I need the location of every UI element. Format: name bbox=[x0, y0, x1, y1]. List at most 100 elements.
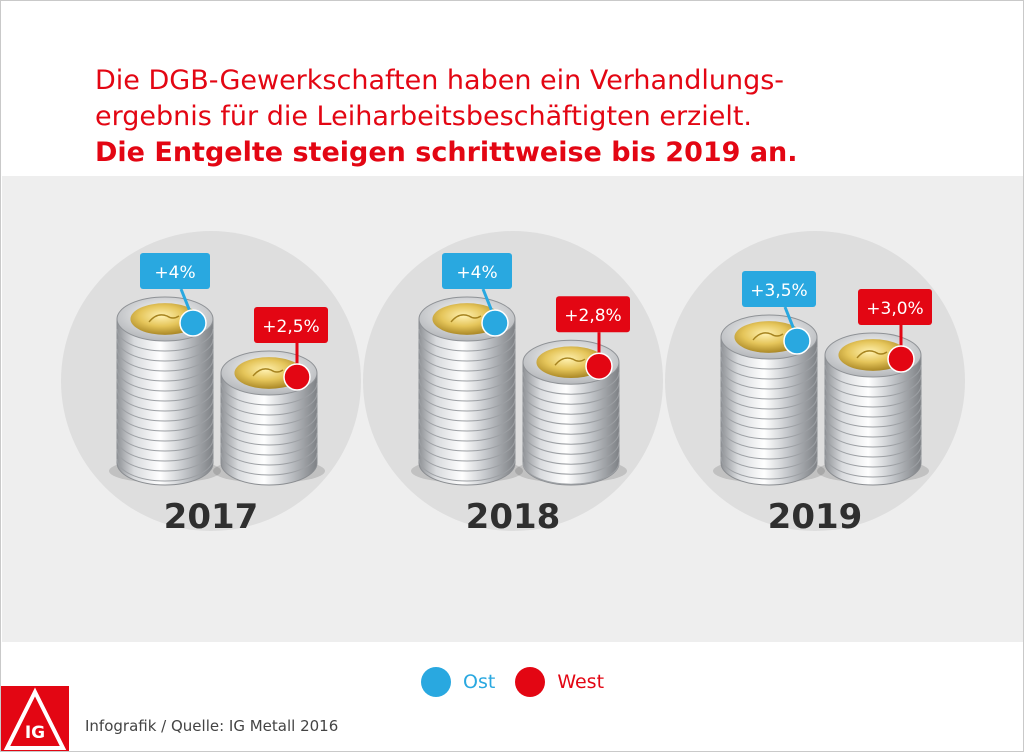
coin-emblem bbox=[554, 357, 586, 366]
coin-edge bbox=[824, 394, 922, 418]
coin-edge bbox=[418, 358, 516, 382]
coin-edge bbox=[720, 386, 818, 410]
coin-edge bbox=[418, 448, 516, 472]
coin-edge bbox=[522, 422, 620, 445]
coin-edge bbox=[116, 388, 214, 412]
coin-edge bbox=[522, 412, 620, 435]
coin-edge bbox=[220, 412, 318, 436]
year-group-2017: +4% +2,5% 2017 bbox=[61, 231, 361, 537]
coin-edge bbox=[720, 346, 818, 370]
legend-swatch-ost bbox=[421, 667, 451, 697]
coin-edge bbox=[824, 454, 922, 478]
coin-edge bbox=[116, 348, 214, 372]
x-tick-label-2018: 2018 bbox=[466, 497, 561, 537]
coin-edge bbox=[720, 406, 818, 430]
coin-edge bbox=[824, 444, 922, 468]
coin-edge bbox=[720, 446, 818, 470]
coin-emblem bbox=[450, 314, 482, 323]
callout-box-west-2018 bbox=[556, 296, 630, 333]
coin-edge bbox=[824, 404, 922, 428]
coin-edge bbox=[418, 338, 516, 362]
logo-text: IG bbox=[25, 723, 45, 743]
marker-dot-ost bbox=[783, 327, 811, 355]
coin-edge bbox=[116, 398, 214, 422]
coin-edge bbox=[116, 358, 214, 382]
callout-box-west-2017 bbox=[254, 307, 328, 343]
coin-edge bbox=[720, 356, 818, 380]
coin-emblem bbox=[856, 350, 888, 359]
ig-metall-logo-icon: IG bbox=[1, 686, 69, 751]
west-stack-2017: +2,5% bbox=[213, 307, 328, 486]
coin-edge bbox=[522, 442, 620, 465]
coin-edge bbox=[220, 452, 318, 476]
west-stack-2019: +3,0% bbox=[817, 289, 932, 486]
coin-edge bbox=[522, 452, 620, 475]
coin-edge bbox=[720, 366, 818, 390]
ost-stack-2019: +3,5% bbox=[713, 271, 825, 486]
callout-box-ost-2019 bbox=[742, 271, 816, 307]
source-note: Infografik / Quelle: IG Metall 2016 bbox=[85, 717, 339, 735]
bar-ost-2019 bbox=[720, 336, 818, 486]
coin-emblem bbox=[252, 368, 284, 377]
data-label-west-2018: +2,8% bbox=[564, 306, 621, 326]
legend-swatch-west bbox=[515, 667, 546, 697]
coin-edge bbox=[116, 438, 214, 462]
data-label-ost-2018: +4% bbox=[456, 263, 497, 283]
coin-edge bbox=[116, 448, 214, 472]
coin-edge bbox=[116, 338, 214, 362]
marker-dot-ost bbox=[179, 309, 207, 337]
headline-line-1: Die DGB-Gewerkschaften haben ein Verhand… bbox=[95, 65, 785, 96]
x-tick-label-2017: 2017 bbox=[164, 497, 259, 537]
ost-stack-2017: +4% bbox=[109, 253, 221, 486]
coin-edge bbox=[418, 428, 516, 452]
data-label-ost-2019: +3,5% bbox=[750, 281, 807, 301]
coin-edge bbox=[418, 458, 516, 482]
bar-west-2019 bbox=[824, 354, 922, 486]
marker-dot-ost bbox=[481, 309, 509, 337]
coin-edge bbox=[116, 458, 214, 482]
legend: Ost West bbox=[421, 665, 624, 699]
x-tick-label-2019: 2019 bbox=[768, 497, 863, 537]
marker-dot-west bbox=[887, 345, 915, 373]
coin-edge bbox=[720, 416, 818, 440]
headline: Die DGB-Gewerkschaften haben ein Verhand… bbox=[95, 63, 975, 171]
coin-edge bbox=[220, 402, 318, 426]
data-label-west-2017: +2,5% bbox=[262, 317, 319, 337]
coin-edge bbox=[720, 436, 818, 460]
coin-edge bbox=[522, 402, 620, 425]
legend-item-ost: Ost bbox=[421, 667, 495, 697]
marker-dot-west bbox=[283, 363, 311, 391]
coin-edge bbox=[418, 348, 516, 372]
headline-line-2: ergebnis für die Leiharbeitsbeschäftigte… bbox=[95, 101, 753, 132]
coin-edge bbox=[116, 428, 214, 452]
callout-box-west-2019 bbox=[858, 289, 932, 325]
coin-edge bbox=[220, 392, 318, 416]
coin-edge bbox=[824, 434, 922, 458]
year-group-2019: +3,5% +3,0% 2019 bbox=[665, 231, 965, 537]
coin-edge bbox=[522, 432, 620, 455]
coin-edge bbox=[116, 378, 214, 402]
headline-line-3: Die Entgelte steigen schrittweise bis 20… bbox=[95, 137, 798, 168]
legend-item-west: West bbox=[515, 667, 604, 697]
coin-edge bbox=[418, 378, 516, 402]
coin-edge bbox=[522, 392, 620, 415]
coin-edge bbox=[418, 328, 516, 352]
coin-emblem bbox=[148, 314, 180, 323]
coin-edge bbox=[220, 382, 318, 406]
year-group-2018: +4% +2,8% 2018 bbox=[363, 231, 663, 537]
coin-edge bbox=[824, 364, 922, 388]
coin-edge bbox=[116, 408, 214, 432]
coin-edge bbox=[220, 432, 318, 456]
coin-edge bbox=[418, 398, 516, 422]
coin-edge bbox=[720, 376, 818, 400]
coin-edge bbox=[824, 414, 922, 438]
legend-label-ost: Ost bbox=[463, 671, 496, 693]
data-label-west-2019: +3,0% bbox=[866, 299, 923, 319]
coin-edge bbox=[720, 456, 818, 480]
coin-edge bbox=[522, 372, 620, 395]
coin-edge bbox=[824, 374, 922, 398]
coin-edge bbox=[418, 408, 516, 432]
callout-box-ost-2018 bbox=[442, 253, 512, 289]
